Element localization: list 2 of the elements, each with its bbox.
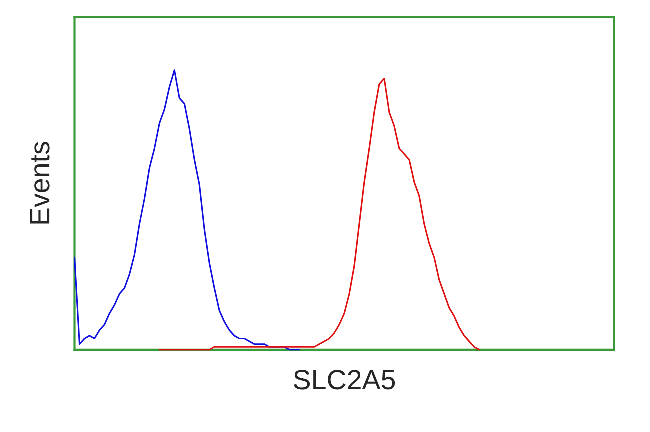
x-axis-title: SLC2A5 xyxy=(294,370,396,390)
y-axis-title: Events xyxy=(30,142,50,224)
